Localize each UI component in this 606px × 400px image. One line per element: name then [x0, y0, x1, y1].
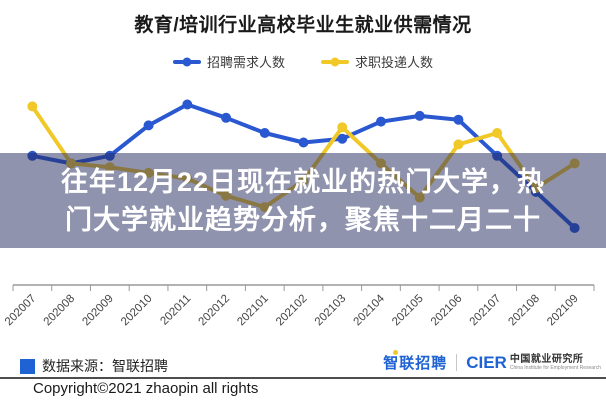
data-point[interactable] — [453, 139, 464, 150]
logo-divider — [456, 354, 458, 371]
x-axis-label: 202108 — [506, 293, 542, 329]
legend-label: 招聘需求人数 — [206, 55, 285, 70]
x-axis-label: 202009 — [80, 293, 116, 329]
data-point[interactable] — [337, 122, 348, 133]
x-axis-label: 202011 — [158, 293, 193, 328]
headline-line-2: 门大学就业趋势分析，聚焦十二月二十 — [65, 204, 541, 235]
cier-english-name: China Institute for Employment Research — [509, 365, 601, 371]
data-source-row: 数据来源：智联招聘 — [20, 356, 168, 376]
cier-logo: CIER 中国就业研究所 China Institute for Employm… — [466, 354, 601, 371]
zhaopin-logo-text: 智联招聘 — [383, 355, 448, 372]
data-point[interactable] — [143, 120, 154, 131]
data-point[interactable] — [453, 114, 464, 125]
legend-line-marker-icon — [172, 57, 201, 66]
x-axis-label: 202007 — [3, 293, 39, 329]
legend-dot-icon — [330, 57, 340, 66]
headline-line-1: 往年12月22日现在就业的热门大学，热 — [60, 166, 546, 197]
data-point[interactable] — [182, 99, 193, 110]
headline-overlay: 往年12月22日现在就业的热门大学，热 门大学就业趋势分析，聚焦十二月二十 — [0, 153, 606, 248]
x-axis-label: 202010 — [119, 293, 155, 329]
legend-item[interactable]: 招聘需求人数 — [172, 52, 285, 71]
x-axis-label: 202012 — [197, 293, 233, 329]
cier-chinese-name: 中国就业研究所 — [509, 354, 584, 365]
x-axis-label: 202106 — [429, 293, 465, 329]
x-axis-label: 202107 — [468, 293, 504, 329]
source-marker-icon — [20, 358, 35, 374]
x-axis-label: 202101 — [235, 293, 271, 329]
data-point[interactable] — [27, 101, 38, 112]
zhaopin-accent-dot-icon — [393, 350, 399, 355]
chart-legend: 招聘需求人数 求职投递人数 — [0, 52, 606, 71]
x-axis-label: 202109 — [545, 293, 581, 329]
chart-title: 教育/培训行业高校毕业生就业供需情况 — [134, 15, 472, 36]
data-point[interactable] — [492, 128, 503, 138]
data-point[interactable] — [337, 133, 348, 144]
x-axis-label: 202102 — [274, 293, 310, 329]
x-axis-label: 202104 — [351, 292, 387, 328]
legend-item[interactable]: 求职投递人数 — [321, 52, 433, 71]
data-point[interactable] — [414, 110, 425, 121]
x-axis-label: 202008 — [42, 293, 78, 329]
copyright-text: Copyright©2021 zhaopin all rights — [33, 380, 259, 397]
legend-line-marker-icon — [321, 57, 349, 66]
footer-logos: 智联招聘 CIER 中国就业研究所 China Institute for Em… — [383, 350, 601, 373]
legend-dot-icon — [182, 57, 192, 66]
zhaopin-logo: 智联招聘 — [383, 350, 448, 373]
data-point[interactable] — [259, 128, 270, 138]
footer-divider-line — [0, 377, 606, 379]
data-source-label: 数据来源：智联招聘 — [42, 358, 168, 374]
legend-label: 求职投递人数 — [355, 55, 434, 70]
x-axis-label: 202105 — [390, 293, 426, 329]
x-axis-label: 202103 — [313, 293, 349, 329]
data-point[interactable] — [375, 116, 386, 127]
cier-logo-text: CIER — [466, 353, 507, 372]
data-point[interactable] — [298, 137, 309, 148]
data-point[interactable] — [221, 112, 232, 123]
